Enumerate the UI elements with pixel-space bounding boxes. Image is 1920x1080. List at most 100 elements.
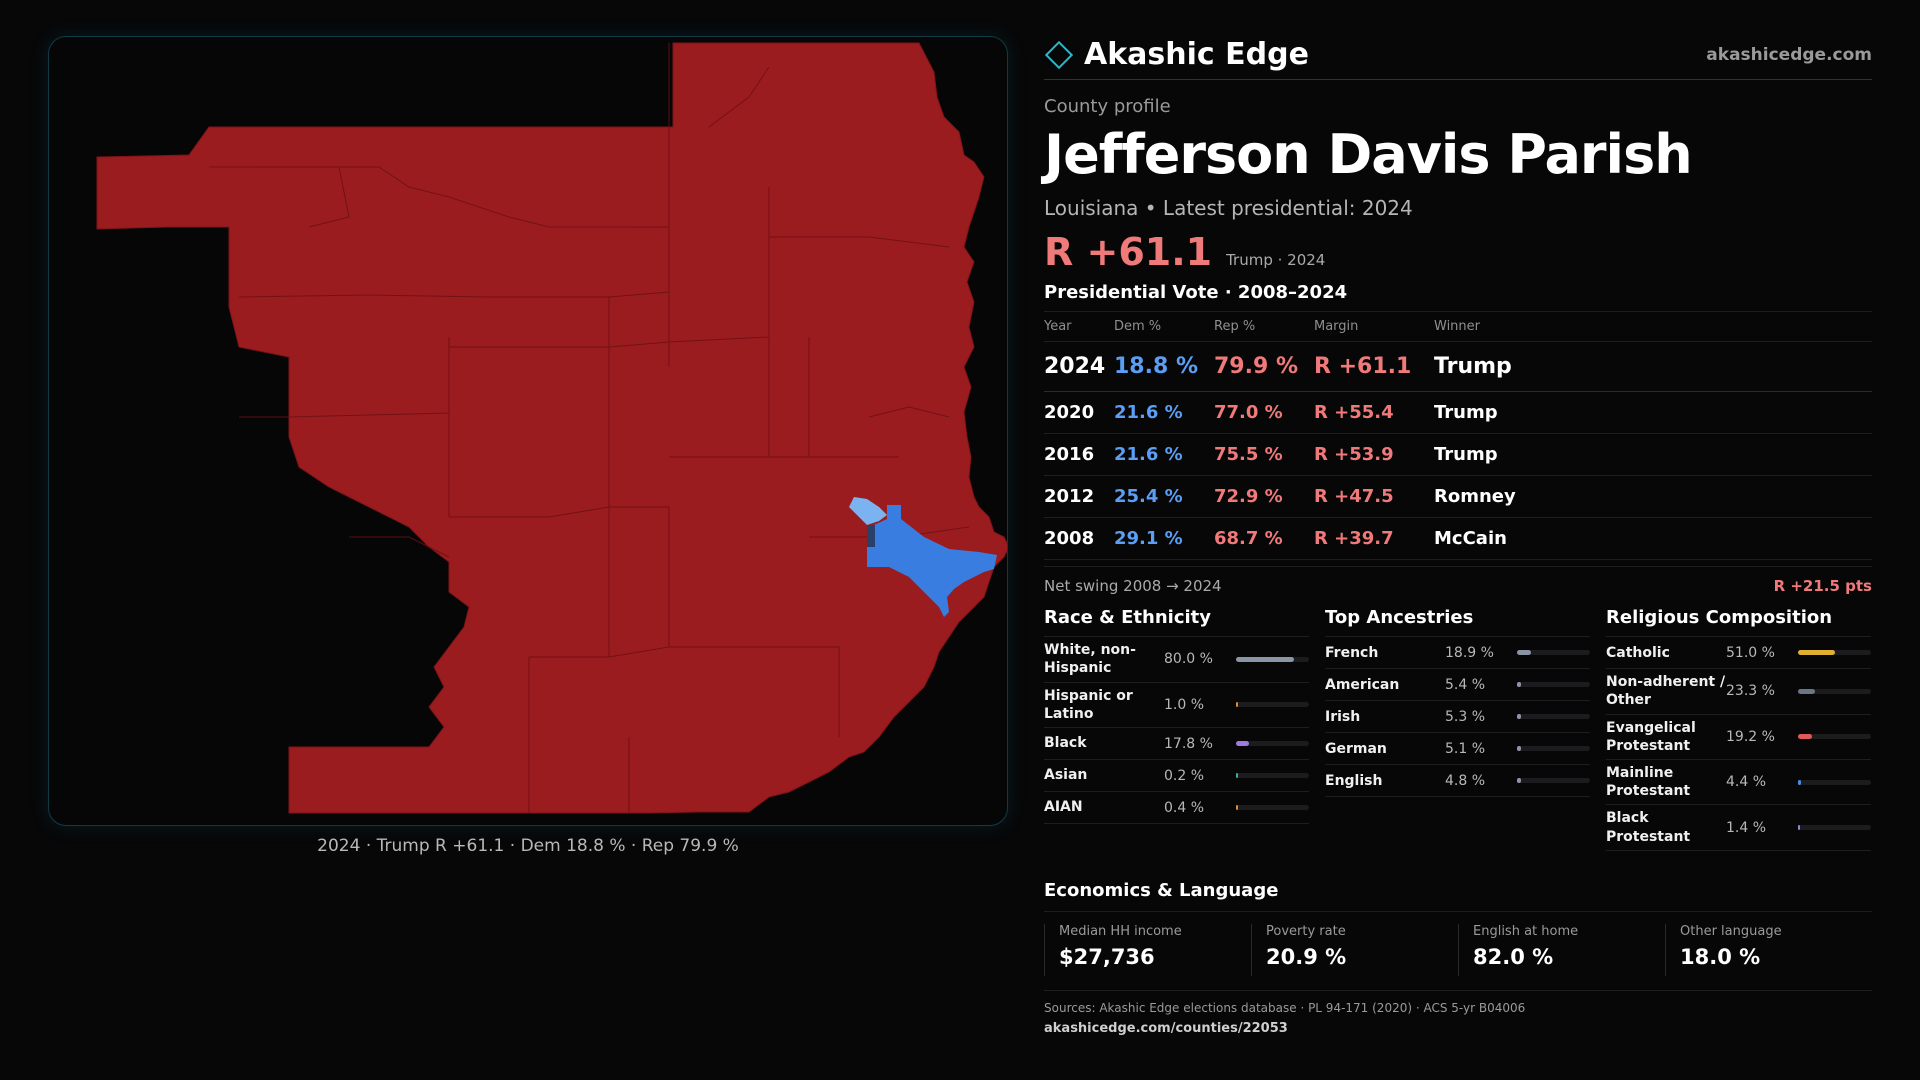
- cell-rep: 79.9 %: [1214, 341, 1314, 393]
- race-ethnicity-title: Race & Ethnicity: [1044, 607, 1309, 638]
- percent-bar: [1798, 688, 1871, 694]
- table-row: 2012 25.4 % 72.9 % R +47.5 Romney: [1044, 475, 1872, 519]
- precinct-map-democratic[interactable]: [867, 505, 997, 617]
- percent-bar: [1517, 714, 1590, 720]
- percent-bar: [1236, 656, 1309, 662]
- item-label: Irish: [1325, 708, 1361, 725]
- cell-year: 2024: [1044, 341, 1114, 393]
- percent-bar-fill: [1236, 702, 1238, 708]
- stat-label: Other language: [1680, 924, 1782, 939]
- percent-bar-fill: [1517, 746, 1521, 752]
- percent-bar-fill: [1798, 825, 1800, 831]
- col-dem: Dem %: [1114, 311, 1214, 343]
- stat-english-at-home: English at home 82.0 %: [1458, 924, 1665, 976]
- brand-url-link[interactable]: akashicedge.com: [1706, 44, 1872, 65]
- percent-bar: [1236, 773, 1309, 779]
- precinct-map-democratic-light[interactable]: [849, 497, 887, 525]
- item-label: Asian: [1044, 767, 1088, 784]
- item-percent: 0.2 %: [1164, 767, 1205, 784]
- item-percent: 4.4 %: [1726, 774, 1767, 791]
- item-label: AIAN: [1044, 799, 1083, 816]
- list-item: White, non-Hispanic 80.0 %: [1044, 637, 1309, 683]
- percent-bar: [1517, 650, 1590, 656]
- cell-rep: 68.7 %: [1214, 517, 1314, 561]
- cell-dem: 21.6 %: [1114, 433, 1214, 477]
- item-label: Catholic: [1606, 644, 1670, 661]
- profile-panel: Akashic Edge akashicedge.com County prof…: [1044, 30, 1872, 851]
- net-swing-label: Net swing 2008 → 2024: [1044, 577, 1222, 596]
- percent-bar: [1517, 778, 1590, 784]
- list-item: Asian 0.2 %: [1044, 760, 1309, 793]
- margin-value: R +61.1: [1044, 229, 1213, 274]
- cell-rep: 75.5 %: [1214, 433, 1314, 477]
- religion-section: Religious Composition Catholic 51.0 % Non-…: [1606, 607, 1871, 851]
- percent-bar: [1236, 805, 1309, 811]
- percent-bar: [1798, 734, 1871, 740]
- list-item: English 4.8 %: [1325, 765, 1590, 798]
- list-item: Catholic 51.0 %: [1606, 637, 1871, 670]
- item-percent: 18.9 %: [1445, 644, 1494, 661]
- diamond-logo-icon: [1044, 40, 1074, 69]
- stat-median-income: Median HH income $27,736: [1044, 924, 1251, 976]
- item-percent: 0.4 %: [1164, 799, 1205, 816]
- economics-title: Economics & Language: [1044, 880, 1872, 912]
- item-label: Evangelical Protestant: [1606, 719, 1696, 754]
- percent-bar-fill: [1517, 650, 1531, 656]
- cell-margin: R +53.9: [1314, 433, 1434, 477]
- cell-winner: Trump: [1434, 391, 1872, 435]
- list-item: Black Protestant 1.4 %: [1606, 805, 1871, 851]
- col-year: Year: [1044, 311, 1114, 343]
- ancestries-title: Top Ancestries: [1325, 607, 1590, 638]
- brand[interactable]: Akashic Edge: [1044, 37, 1309, 72]
- demographics: Race & Ethnicity White, non-Hispanic 80.0…: [1044, 607, 1872, 851]
- item-label: English: [1325, 772, 1383, 789]
- list-item: AIAN 0.4 %: [1044, 792, 1309, 825]
- stat-other-language: Other language 18.0 %: [1665, 924, 1872, 976]
- table-row: 2008 29.1 % 68.7 % R +39.7 McCain: [1044, 517, 1872, 561]
- brand-header: Akashic Edge akashicedge.com: [1044, 30, 1872, 80]
- economics-section: Economics & Language Median HH income $2…: [1044, 880, 1872, 1036]
- cell-year: 2020: [1044, 391, 1114, 435]
- presidential-vote-title: Presidential Vote · 2008–2024: [1044, 282, 1872, 312]
- percent-bar: [1517, 682, 1590, 688]
- cell-year: 2012: [1044, 475, 1114, 519]
- precinct-map-republican[interactable]: [96, 42, 1008, 814]
- list-item: French 18.9 %: [1325, 637, 1590, 670]
- item-percent: 17.8 %: [1164, 735, 1213, 752]
- cell-winner: Romney: [1434, 475, 1872, 519]
- cell-margin: R +47.5: [1314, 475, 1434, 519]
- table-row: 2020 21.6 % 77.0 % R +55.4 Trump: [1044, 391, 1872, 435]
- headline-margin: R +61.1 Trump · 2024: [1044, 230, 1872, 274]
- cell-dem: 18.8 %: [1114, 341, 1214, 393]
- race-ethnicity-section: Race & Ethnicity White, non-Hispanic 80.0…: [1044, 607, 1309, 851]
- cell-margin: R +55.4: [1314, 391, 1434, 435]
- cell-year: 2016: [1044, 433, 1114, 477]
- stat-value: 20.9 %: [1266, 945, 1347, 969]
- item-label: Hispanic or Latino: [1044, 687, 1133, 722]
- table-row: 2016 21.6 % 75.5 % R +53.9 Trump: [1044, 433, 1872, 477]
- percent-bar: [1798, 650, 1871, 656]
- percent-bar-fill: [1236, 656, 1295, 662]
- item-percent: 4.8 %: [1445, 772, 1486, 789]
- cell-margin: R +39.7: [1314, 517, 1434, 561]
- item-percent: 80.0 %: [1164, 651, 1213, 668]
- stat-label: English at home: [1473, 924, 1579, 939]
- item-label: German: [1325, 740, 1387, 757]
- stat-poverty-rate: Poverty rate 20.9 %: [1251, 924, 1458, 976]
- ancestries-section: Top Ancestries French 18.9 % American 5.4 %…: [1325, 607, 1590, 851]
- stat-value: 82.0 %: [1473, 945, 1554, 969]
- item-percent: 1.4 %: [1726, 819, 1767, 836]
- net-swing-row: Net swing 2008 → 2024 R +21.5 pts: [1044, 566, 1872, 595]
- map-panel[interactable]: [48, 36, 1008, 826]
- item-percent: 1.0 %: [1164, 696, 1205, 713]
- county-permalink[interactable]: akashicedge.com/counties/22053: [1044, 1021, 1288, 1036]
- net-swing-value: R +21.5 pts: [1773, 577, 1872, 596]
- stat-label: Median HH income: [1059, 924, 1182, 939]
- percent-bar-fill: [1236, 805, 1238, 811]
- item-percent: 5.1 %: [1445, 740, 1486, 757]
- cell-dem: 25.4 %: [1114, 475, 1214, 519]
- county-map[interactable]: [49, 37, 1008, 826]
- percent-bar-fill: [1798, 779, 1802, 785]
- percent-bar-fill: [1798, 688, 1815, 694]
- cell-rep: 77.0 %: [1214, 391, 1314, 435]
